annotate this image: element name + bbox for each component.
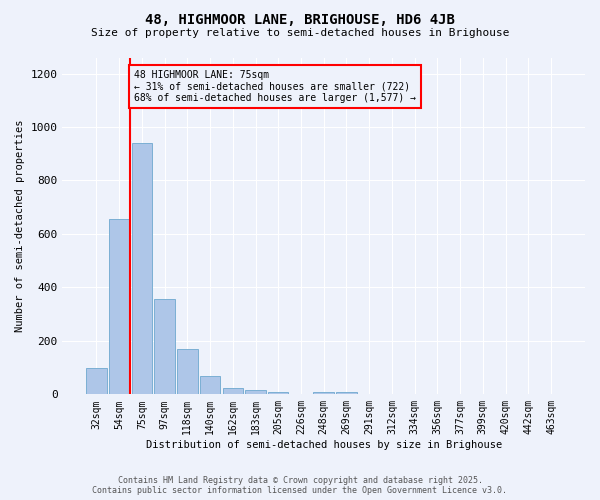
- Bar: [177, 349, 197, 395]
- Bar: [223, 388, 243, 394]
- Bar: [131, 143, 152, 395]
- Bar: [245, 390, 266, 394]
- X-axis label: Distribution of semi-detached houses by size in Brighouse: Distribution of semi-detached houses by …: [146, 440, 502, 450]
- Bar: [109, 219, 130, 394]
- Text: Contains HM Land Registry data © Crown copyright and database right 2025.
Contai: Contains HM Land Registry data © Crown c…: [92, 476, 508, 495]
- Text: 48 HIGHMOOR LANE: 75sqm
← 31% of semi-detached houses are smaller (722)
68% of s: 48 HIGHMOOR LANE: 75sqm ← 31% of semi-de…: [134, 70, 416, 102]
- Bar: [200, 376, 220, 394]
- Y-axis label: Number of semi-detached properties: Number of semi-detached properties: [15, 120, 25, 332]
- Text: 48, HIGHMOOR LANE, BRIGHOUSE, HD6 4JB: 48, HIGHMOOR LANE, BRIGHOUSE, HD6 4JB: [145, 12, 455, 26]
- Bar: [86, 368, 107, 394]
- Bar: [313, 392, 334, 394]
- Bar: [336, 392, 356, 394]
- Text: Size of property relative to semi-detached houses in Brighouse: Size of property relative to semi-detach…: [91, 28, 509, 38]
- Bar: [268, 392, 289, 394]
- Bar: [154, 300, 175, 394]
